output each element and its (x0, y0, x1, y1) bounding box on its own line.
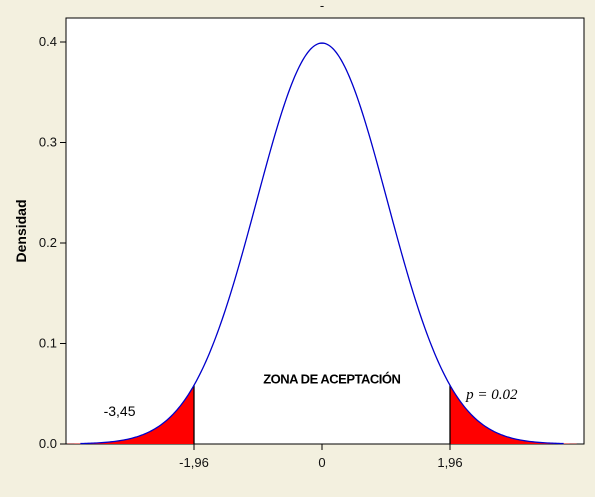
y-tick-label: 0.0 (39, 436, 57, 451)
plot-area (65, 17, 585, 445)
annotation-label: -3,45 (104, 403, 136, 419)
annotation-label: p = 0.02 (465, 387, 518, 403)
y-tick-label: 0.3 (39, 135, 57, 150)
y-axis: 0.0 0.1 0.2 0.3 0.4 (39, 34, 66, 451)
y-tick-label: 0.4 (39, 34, 57, 49)
y-tick-label: 0.1 (39, 336, 57, 351)
annotation-label: ZONA DE ACEPTACIÓN (263, 372, 400, 387)
x-axis: -1,96 0 1,96 (179, 444, 463, 470)
x-tick-label: 0 (318, 455, 325, 470)
shaded-region (67, 385, 194, 444)
y-tick-label: 0.2 (39, 235, 57, 250)
density-curve (80, 42, 564, 445)
annotations: ZONA DE ACEPTACIÓN -3,45 p = 0.02 (104, 372, 518, 419)
x-tick-label: -1,96 (179, 455, 209, 470)
rejection-regions (67, 385, 577, 444)
shaded-region (450, 385, 577, 444)
y-axis-label: Densidad (13, 199, 29, 262)
x-tick-label: 1,96 (437, 455, 462, 470)
chart-title: - (320, 0, 324, 13)
